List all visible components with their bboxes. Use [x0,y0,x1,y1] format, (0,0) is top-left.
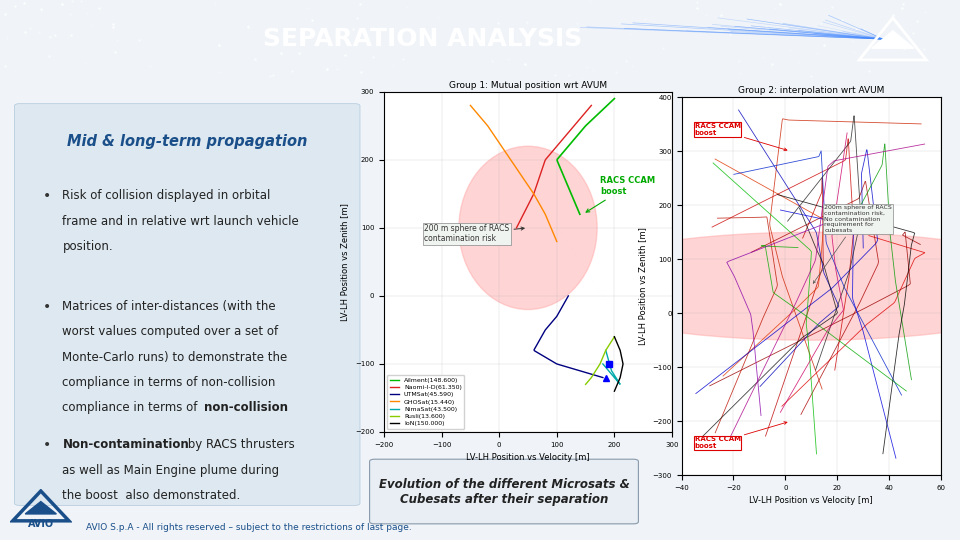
Text: RACS CCAM
boost: RACS CCAM boost [694,422,787,449]
Text: non-collision: non-collision [204,401,288,415]
Text: frame and in relative wrt launch vehicle: frame and in relative wrt launch vehicle [62,214,300,227]
Text: RACS CCAM
boost: RACS CCAM boost [694,123,787,151]
X-axis label: LV-LH Position vs Velocity [m]: LV-LH Position vs Velocity [m] [467,453,589,462]
Y-axis label: LV-LH Position vs Zenith [m]: LV-LH Position vs Zenith [m] [638,227,647,345]
Text: •: • [43,438,52,453]
Circle shape [552,232,960,340]
Text: •: • [43,189,52,203]
Legend: Ailment(148.600), Naomi-I-D(61.350), UTMSat(45.590), GHOSat(15.440), NimaSat(43.: Ailment(148.600), Naomi-I-D(61.350), UTM… [387,375,465,429]
Text: Non-contamination: Non-contamination [62,438,189,451]
Text: RACS CCAM
boost: RACS CCAM boost [587,177,655,212]
Text: by RACS thrusters: by RACS thrusters [184,438,295,451]
Text: position.: position. [62,240,113,253]
Text: as well as Main Engine plume during: as well as Main Engine plume during [62,464,279,477]
Text: 200m sphere of RACS
contamination risk,
No contamination
requirement for
cubesat: 200m sphere of RACS contamination risk, … [813,205,892,284]
Text: worst values computed over a set of: worst values computed over a set of [62,325,278,338]
X-axis label: LV-LH Position vs Velocity [m]: LV-LH Position vs Velocity [m] [750,496,873,505]
Text: Monte-Carlo runs) to demonstrate the: Monte-Carlo runs) to demonstrate the [62,350,288,364]
Text: Mid & long-term propagation: Mid & long-term propagation [67,134,307,148]
Text: Evolution of the different Microsats &
Cubesats after their separation: Evolution of the different Microsats & C… [378,477,630,505]
FancyBboxPatch shape [14,104,360,505]
FancyBboxPatch shape [370,459,638,524]
Polygon shape [25,502,57,514]
Text: compliance in terms of: compliance in terms of [62,401,202,415]
Y-axis label: LV-LH Position vs Zenith [m]: LV-LH Position vs Zenith [m] [341,203,349,321]
Text: AVIO S.p.A - All rights reserved – subject to the restrictions of last page.: AVIO S.p.A - All rights reserved – subje… [86,523,412,532]
Text: Risk of collision displayed in orbital: Risk of collision displayed in orbital [62,189,271,202]
Text: Matrices of inter-distances (with the: Matrices of inter-distances (with the [62,300,276,313]
Text: the boost  also demonstrated.: the boost also demonstrated. [62,489,241,502]
Text: 200 m sphere of RACS
contamination risk: 200 m sphere of RACS contamination risk [424,224,524,244]
Text: •: • [43,300,52,314]
Text: SEPARATION ANALYSIS: SEPARATION ANALYSIS [263,27,582,51]
Title: Group 1: Mutual position wrt AVUM: Group 1: Mutual position wrt AVUM [449,80,607,90]
Text: AVIO: AVIO [28,519,54,529]
Circle shape [459,146,597,309]
Polygon shape [872,31,914,48]
Title: Group 2: interpolation wrt AVUM: Group 2: interpolation wrt AVUM [738,86,884,95]
Text: compliance in terms of non-collision: compliance in terms of non-collision [62,376,276,389]
